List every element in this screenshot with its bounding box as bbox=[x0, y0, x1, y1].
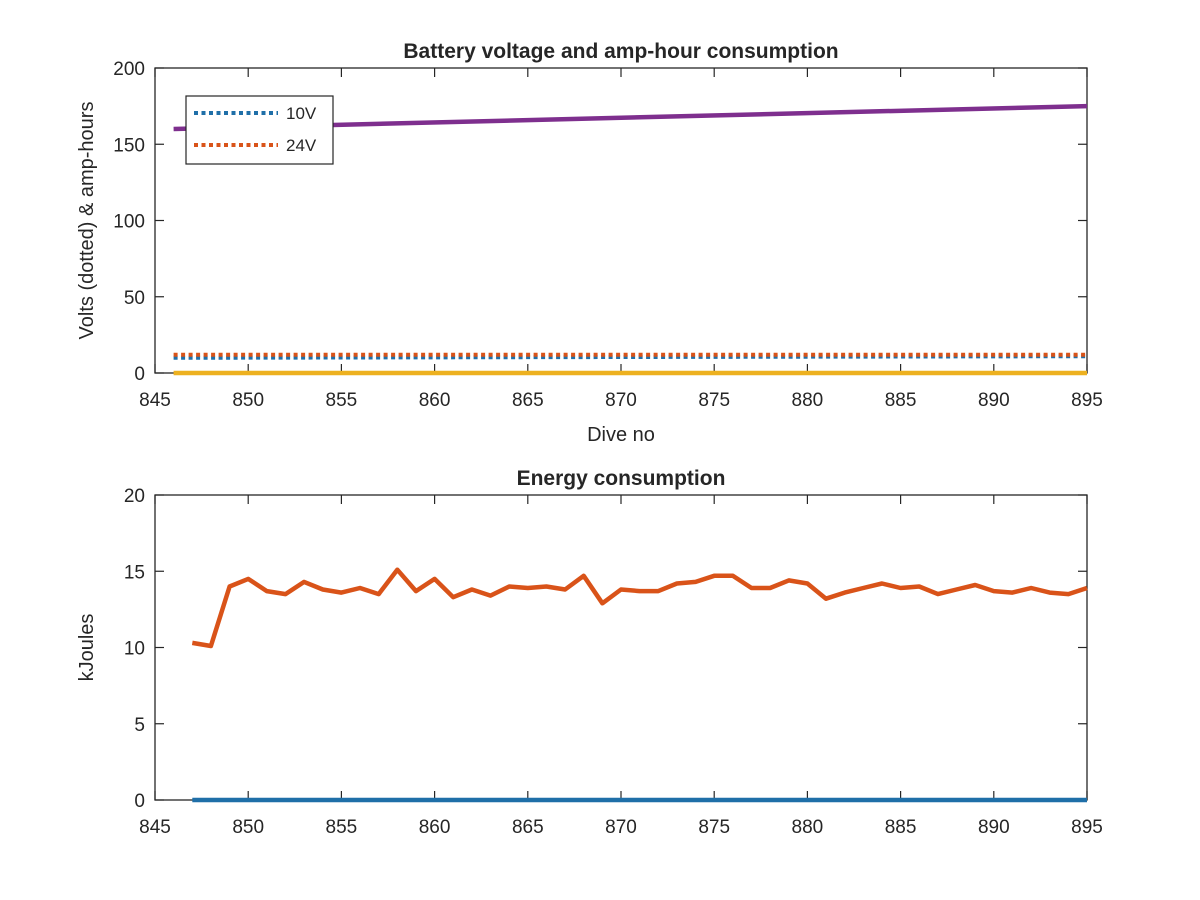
y-tick-label: 100 bbox=[113, 212, 145, 233]
x-tick-label: 870 bbox=[605, 390, 637, 411]
y-axis-label: kJoules bbox=[76, 614, 98, 682]
x-tick-label: 860 bbox=[419, 817, 451, 838]
x-tick-label: 895 bbox=[1071, 817, 1103, 838]
y-tick-label: 15 bbox=[124, 562, 145, 583]
y-axis-label: Volts (dotted) & amp-hours bbox=[76, 102, 98, 340]
y-tick-label: 20 bbox=[124, 486, 145, 507]
x-tick-label: 880 bbox=[792, 390, 824, 411]
x-tick-label: 885 bbox=[885, 390, 917, 411]
x-tick-label: 850 bbox=[232, 817, 264, 838]
x-tick-label: 895 bbox=[1071, 390, 1103, 411]
x-tick-label: 875 bbox=[698, 817, 730, 838]
x-tick-label: 875 bbox=[698, 390, 730, 411]
y-tick-label: 0 bbox=[134, 364, 145, 385]
x-tick-label: 845 bbox=[139, 817, 171, 838]
plot-area bbox=[154, 494, 1088, 801]
legend-box bbox=[185, 95, 334, 165]
x-tick-label: 890 bbox=[978, 390, 1010, 411]
legend-label: 10V bbox=[286, 104, 317, 123]
x-tick-label: 890 bbox=[978, 817, 1010, 838]
x-tick-label: 860 bbox=[419, 390, 451, 411]
x-tick-label: 865 bbox=[512, 390, 544, 411]
y-tick-label: 5 bbox=[134, 715, 145, 736]
x-tick-label: 850 bbox=[232, 390, 264, 411]
energy-chart: 845 850 855 860 865 870 875 880 885 890 895 0 5 10 15 2… bbox=[76, 467, 1103, 838]
y-tick-label: 10 bbox=[124, 639, 145, 660]
x-tick-label: 855 bbox=[326, 390, 358, 411]
chart-title: Battery voltage and amp-hour consumption bbox=[403, 40, 838, 63]
x-tick-label: 845 bbox=[139, 390, 171, 411]
chart-title: Energy consumption bbox=[517, 467, 726, 490]
battery-chart: 845 850 855 860 865 870 875 880 885 890 895 0 50 100 1… bbox=[76, 40, 1103, 446]
y-tick-label: 200 bbox=[113, 59, 145, 80]
x-tick-label: 855 bbox=[326, 817, 358, 838]
legend-label: 24V bbox=[286, 136, 317, 155]
y-tick-label: 50 bbox=[124, 288, 145, 309]
x-tick-label: 865 bbox=[512, 817, 544, 838]
x-tick-label: 870 bbox=[605, 817, 637, 838]
series-line-0 bbox=[191, 567, 1088, 649]
x-axis-label: Dive no bbox=[587, 424, 655, 446]
y-tick-label: 0 bbox=[134, 791, 145, 812]
y-tick-label: 150 bbox=[113, 135, 145, 156]
x-tick-label: 885 bbox=[885, 817, 917, 838]
x-tick-label: 880 bbox=[792, 817, 824, 838]
